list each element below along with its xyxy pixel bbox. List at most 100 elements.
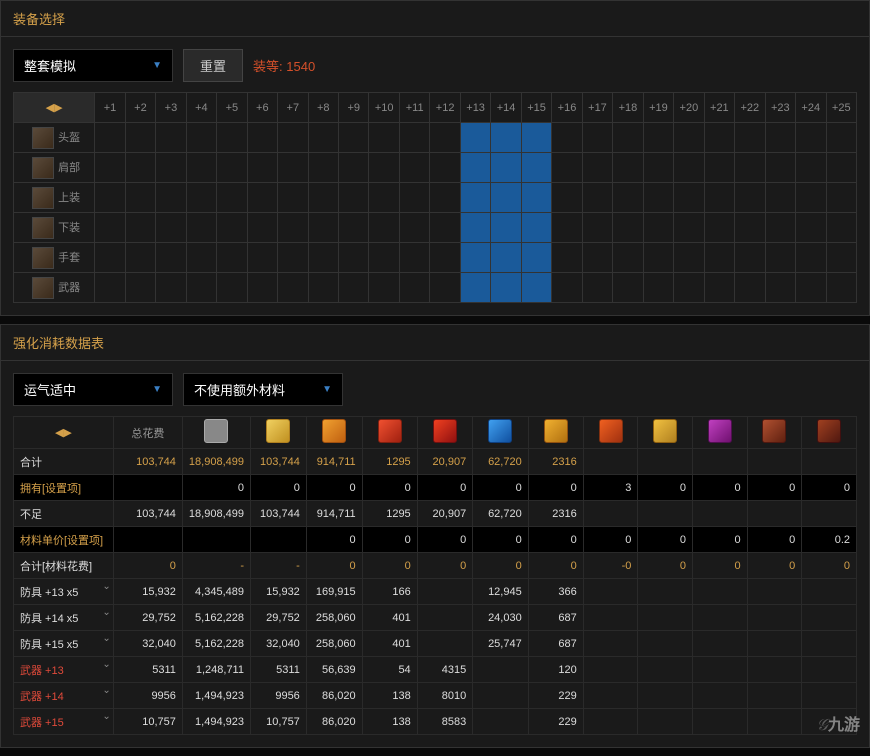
level-cell[interactable] [95,183,125,213]
level-cell[interactable] [643,273,673,303]
value-cell[interactable]: 3 [583,475,638,501]
level-header[interactable]: +12 [430,93,460,123]
level-cell[interactable] [735,243,765,273]
level-cell[interactable] [826,153,857,183]
level-cell[interactable] [430,153,460,183]
material-header[interactable] [362,417,417,449]
level-cell[interactable] [552,243,582,273]
level-cell[interactable] [278,273,308,303]
level-cell[interactable] [308,153,338,183]
row-label[interactable]: 防具 +15 x5⌄ [14,631,114,657]
row-label[interactable]: 武器 +14⌄ [14,683,114,709]
level-cell[interactable] [186,153,216,183]
level-cell[interactable] [430,213,460,243]
level-cell[interactable] [521,123,551,153]
level-cell[interactable] [247,183,277,213]
level-cell[interactable] [735,153,765,183]
row-label[interactable]: 武器 +15⌄ [14,709,114,735]
level-cell[interactable] [339,123,369,153]
level-cell[interactable] [247,273,277,303]
level-cell[interactable] [156,153,186,183]
level-cell[interactable] [339,243,369,273]
level-cell[interactable] [704,123,734,153]
level-cell[interactable] [369,273,399,303]
level-cell[interactable] [491,183,521,213]
level-cell[interactable] [247,213,277,243]
value-cell[interactable]: 0 [528,527,583,553]
value-cell[interactable] [250,527,306,553]
value-cell[interactable]: 0 [473,475,529,501]
level-cell[interactable] [552,213,582,243]
level-cell[interactable] [430,273,460,303]
level-header[interactable]: +6 [247,93,277,123]
value-cell[interactable]: 0 [638,527,693,553]
level-cell[interactable] [95,243,125,273]
level-cell[interactable] [704,213,734,243]
level-header[interactable]: +25 [826,93,857,123]
level-cell[interactable] [826,183,857,213]
level-cell[interactable] [217,273,247,303]
level-cell[interactable] [156,243,186,273]
level-cell[interactable] [643,213,673,243]
equip-slot[interactable]: 武器 [14,273,95,303]
level-cell[interactable] [339,153,369,183]
level-cell[interactable] [826,213,857,243]
level-cell[interactable] [643,243,673,273]
level-header[interactable]: +11 [399,93,429,123]
level-cell[interactable] [217,183,247,213]
level-header[interactable]: +22 [735,93,765,123]
level-cell[interactable] [674,183,704,213]
level-cell[interactable] [399,213,429,243]
value-cell[interactable]: 0 [306,475,362,501]
level-cell[interactable] [95,123,125,153]
level-cell[interactable] [217,153,247,183]
level-cell[interactable] [339,273,369,303]
level-cell[interactable] [125,183,155,213]
level-cell[interactable] [643,153,673,183]
level-cell[interactable] [186,183,216,213]
sort-toggle[interactable]: ◀▶ [14,93,95,123]
level-cell[interactable] [582,273,612,303]
level-cell[interactable] [552,183,582,213]
level-cell[interactable] [826,123,857,153]
level-cell[interactable] [369,183,399,213]
level-cell[interactable] [613,153,643,183]
level-cell[interactable] [796,273,826,303]
value-cell[interactable] [113,527,182,553]
level-cell[interactable] [674,123,704,153]
level-cell[interactable] [613,123,643,153]
level-cell[interactable] [186,273,216,303]
level-header[interactable]: +23 [765,93,795,123]
level-cell[interactable] [339,213,369,243]
level-cell[interactable] [552,123,582,153]
material-header[interactable] [747,417,802,449]
sort-toggle[interactable]: ◀▶ [14,417,114,449]
value-cell[interactable]: 0 [528,475,583,501]
level-cell[interactable] [186,123,216,153]
level-cell[interactable] [521,213,551,243]
level-cell[interactable] [125,243,155,273]
level-cell[interactable] [460,243,490,273]
level-header[interactable]: +8 [308,93,338,123]
level-cell[interactable] [278,183,308,213]
level-cell[interactable] [552,273,582,303]
level-cell[interactable] [430,123,460,153]
level-cell[interactable] [582,213,612,243]
level-cell[interactable] [521,183,551,213]
level-cell[interactable] [217,243,247,273]
level-cell[interactable] [491,273,521,303]
value-cell[interactable]: 0 [638,475,693,501]
level-cell[interactable] [613,273,643,303]
level-cell[interactable] [308,123,338,153]
level-cell[interactable] [460,123,490,153]
level-cell[interactable] [765,153,795,183]
material-header[interactable] [693,417,748,449]
level-cell[interactable] [552,153,582,183]
level-header[interactable]: +7 [278,93,308,123]
level-cell[interactable] [399,153,429,183]
level-cell[interactable] [430,243,460,273]
level-cell[interactable] [399,243,429,273]
level-header[interactable]: +24 [796,93,826,123]
level-cell[interactable] [399,123,429,153]
value-cell[interactable]: 0 [693,527,748,553]
